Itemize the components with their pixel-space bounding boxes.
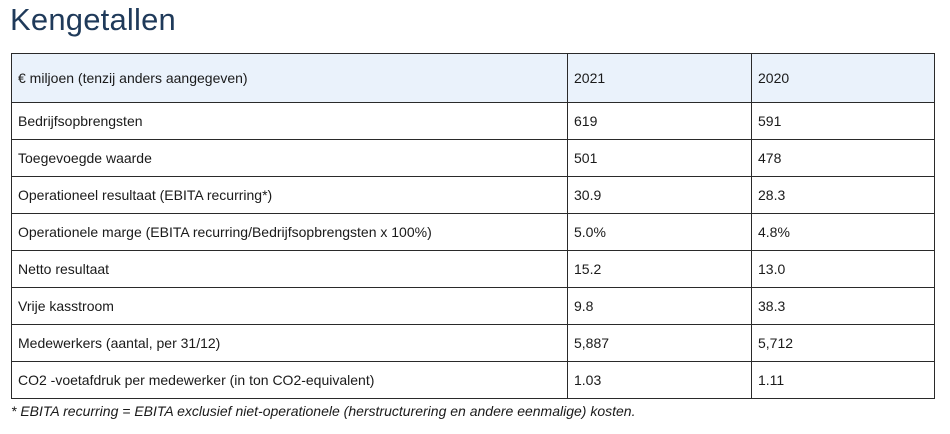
table-row: Bedrijfsopbrengsten 619 591	[11, 102, 935, 140]
value-2020: 5,712	[751, 324, 935, 362]
row-label: Bedrijfsopbrengsten	[11, 102, 568, 140]
table-row: Operationeel resultaat (EBITA recurring*…	[11, 176, 935, 214]
value-2021: 15.2	[567, 250, 752, 288]
value-2021: 1.03	[567, 361, 752, 399]
value-2021: 619	[567, 102, 752, 140]
row-label: CO2 -voetafdruk per medewerker (in ton C…	[11, 361, 568, 399]
row-label: Operationeel resultaat (EBITA recurring*…	[11, 176, 568, 214]
table-row: Toegevoegde waarde 501 478	[11, 139, 935, 177]
value-2021: 5,887	[567, 324, 752, 362]
table-row: CO2 -voetafdruk per medewerker (in ton C…	[11, 361, 935, 399]
table-row: Medewerkers (aantal, per 31/12) 5,887 5,…	[11, 324, 935, 362]
value-2021: 5.0%	[567, 213, 752, 251]
row-label: Medewerkers (aantal, per 31/12)	[11, 324, 568, 362]
value-2020: 478	[751, 139, 935, 177]
header-2021: 2021	[567, 53, 752, 103]
table-row: Vrije kasstroom 9.8 38.3	[11, 287, 935, 325]
row-label: Vrije kasstroom	[11, 287, 568, 325]
header-label: € miljoen (tenzij anders aangegeven)	[11, 53, 568, 103]
table-row: Operationele marge (EBITA recurring/Bedr…	[11, 213, 935, 251]
value-2020: 38.3	[751, 287, 935, 325]
value-2020: 28.3	[751, 176, 935, 214]
value-2021: 501	[567, 139, 752, 177]
kpi-table: € miljoen (tenzij anders aangegeven) 202…	[11, 53, 935, 399]
value-2020: 13.0	[751, 250, 935, 288]
row-label: Netto resultaat	[11, 250, 568, 288]
value-2021: 9.8	[567, 287, 752, 325]
footnote: * EBITA recurring = EBITA exclusief niet…	[11, 403, 636, 419]
page-title: Kengetallen	[10, 2, 176, 37]
table-row: Netto resultaat 15.2 13.0	[11, 250, 935, 288]
value-2021: 30.9	[567, 176, 752, 214]
value-2020: 591	[751, 102, 935, 140]
row-label: Operationele marge (EBITA recurring/Bedr…	[11, 213, 568, 251]
table-header-row: € miljoen (tenzij anders aangegeven) 202…	[11, 53, 935, 103]
value-2020: 4.8%	[751, 213, 935, 251]
value-2020: 1.11	[751, 361, 935, 399]
row-label: Toegevoegde waarde	[11, 139, 568, 177]
header-2020: 2020	[751, 53, 935, 103]
